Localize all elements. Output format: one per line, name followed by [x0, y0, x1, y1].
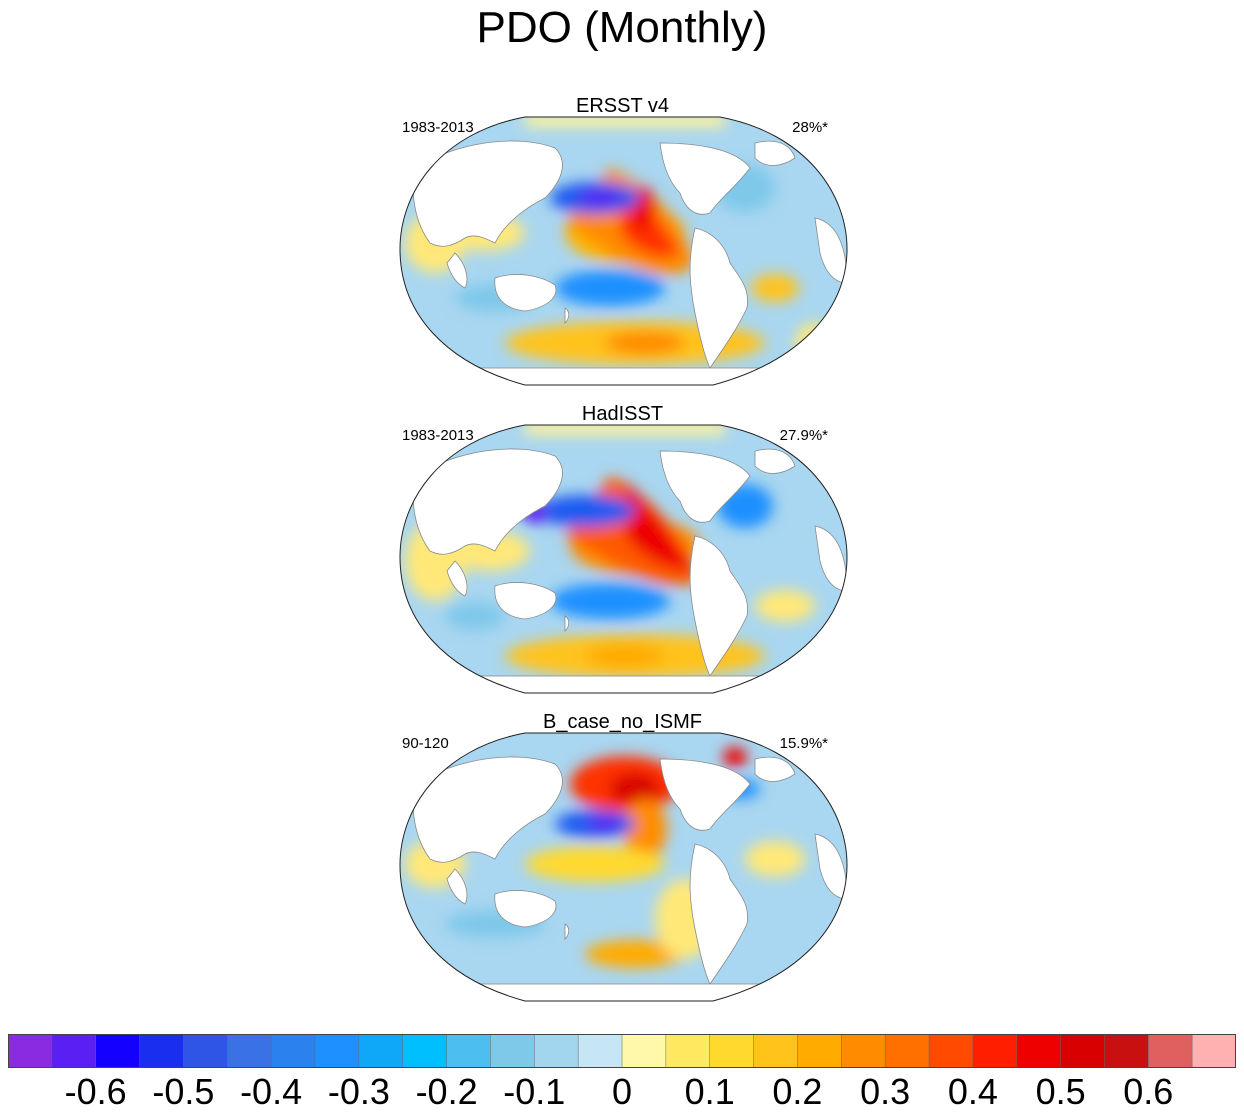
colorbar-tick-label: 0.1 — [684, 1071, 735, 1112]
colorbar — [8, 1034, 1236, 1068]
map-panel-model: B_case_no_ISMF 90-120 15.9%* — [395, 711, 850, 1011]
colorbar-bin — [1104, 1034, 1150, 1068]
colorbar-bin — [95, 1034, 141, 1068]
colorbar-bin — [227, 1034, 272, 1068]
colorbar-bin — [841, 1034, 886, 1068]
colorbar-bin — [621, 1034, 667, 1068]
colorbar-tick-label: 0 — [611, 1071, 633, 1112]
colorbar-bin — [709, 1034, 755, 1068]
sst-pattern-map — [399, 732, 848, 1002]
panel-variance: 28%* — [792, 119, 828, 136]
colorbar-bin — [1191, 1034, 1236, 1068]
map-panel-hadisst: HadISST 1983-2013 27.9%* — [395, 403, 850, 703]
figure-title: PDO (Monthly) — [476, 3, 768, 52]
colorbar-tick-label: 0.4 — [947, 1071, 998, 1112]
panel-period: 1983-2013 — [402, 427, 474, 444]
colorbar-bin — [446, 1034, 492, 1068]
map-panel-ersst: ERSST v4 1983-2013 28%* — [395, 95, 850, 395]
colorbar-bin — [8, 1034, 53, 1068]
colorbar-bin — [665, 1034, 711, 1068]
colorbar-tick-label: 0.3 — [860, 1071, 911, 1112]
colorbar-bin — [183, 1034, 229, 1068]
panel-variance: 15.9%* — [779, 735, 828, 752]
colorbar-bin — [314, 1034, 360, 1068]
panel-title: HadISST — [581, 403, 664, 425]
colorbar-tick-label: 0.2 — [772, 1071, 823, 1112]
colorbar-labels: -0.6 -0.5 -0.4 -0.3 -0.2 -0.1 0 0.1 0.2 0.3 0.4 0.5… — [0, 1070, 1244, 1116]
panel-title: B_case_no_ISMF — [543, 711, 702, 733]
colorbar-bin — [928, 1034, 974, 1068]
panel-variance: 27.9%* — [779, 427, 828, 444]
colorbar-tick-label: -0.2 — [415, 1071, 478, 1112]
colorbar-bin — [270, 1034, 316, 1068]
colorbar-bin — [753, 1034, 799, 1068]
colorbar-tick-label: -0.1 — [503, 1071, 566, 1112]
panel-title: ERSST v4 — [576, 95, 669, 117]
colorbar-bin — [358, 1034, 404, 1068]
colorbar-bin — [402, 1034, 448, 1068]
colorbar-bin — [534, 1034, 579, 1068]
sst-pattern-map — [399, 116, 848, 386]
colorbar-bin — [1148, 1034, 1193, 1068]
colorbar-bin — [51, 1034, 97, 1068]
colorbar-bin — [797, 1034, 843, 1068]
colorbar-bin — [490, 1034, 536, 1068]
sst-pattern-map — [399, 424, 848, 694]
colorbar-bin — [577, 1034, 623, 1068]
colorbar-tick-label: -0.3 — [327, 1071, 390, 1112]
colorbar-bin — [139, 1034, 185, 1068]
panel-period: 90-120 — [402, 735, 449, 752]
colorbar-tick-label: -0.6 — [64, 1071, 127, 1112]
colorbar-tick-label: 0.6 — [1123, 1071, 1174, 1112]
colorbar-bin — [972, 1034, 1018, 1068]
colorbar-outline — [8, 1034, 1236, 1068]
colorbar-bin — [884, 1034, 930, 1068]
colorbar-bin — [1016, 1034, 1062, 1068]
colorbar-tick-label: -0.5 — [152, 1071, 215, 1112]
panel-period: 1983-2013 — [402, 119, 474, 136]
colorbar-bin — [1060, 1034, 1106, 1068]
colorbar-tick-label: 0.5 — [1035, 1071, 1086, 1112]
colorbar-tick-label: -0.4 — [240, 1071, 303, 1112]
